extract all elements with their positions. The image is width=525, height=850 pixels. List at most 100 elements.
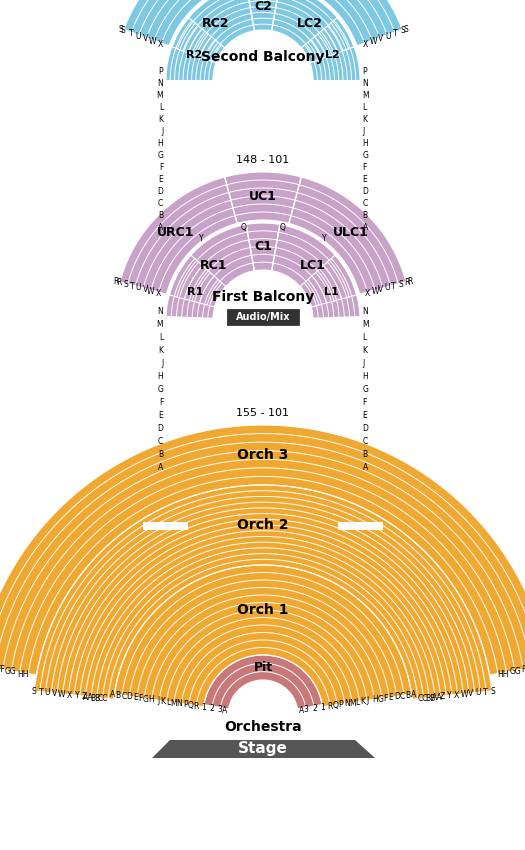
Text: Audio/Mix: Audio/Mix bbox=[236, 312, 290, 322]
Text: K: K bbox=[159, 346, 163, 355]
Text: F: F bbox=[363, 398, 367, 407]
Text: Orch 3: Orch 3 bbox=[237, 448, 289, 462]
Text: L: L bbox=[355, 698, 359, 707]
Text: N: N bbox=[344, 700, 350, 708]
Text: L: L bbox=[159, 333, 163, 342]
Text: Stage: Stage bbox=[238, 741, 288, 757]
Text: B: B bbox=[116, 691, 121, 700]
Text: B: B bbox=[363, 211, 368, 220]
Text: U: U bbox=[385, 283, 390, 292]
Polygon shape bbox=[169, 224, 254, 307]
Text: First Balcony: First Balcony bbox=[212, 290, 314, 304]
Polygon shape bbox=[289, 0, 402, 46]
Text: H: H bbox=[363, 139, 369, 148]
Text: C1: C1 bbox=[254, 240, 272, 253]
Text: S: S bbox=[490, 687, 495, 696]
Text: N: N bbox=[363, 79, 369, 88]
Text: G: G bbox=[158, 385, 163, 394]
Text: H: H bbox=[149, 695, 154, 705]
Text: X: X bbox=[158, 40, 163, 49]
Polygon shape bbox=[152, 740, 375, 758]
Text: M: M bbox=[157, 320, 163, 329]
Text: E: E bbox=[388, 693, 393, 702]
Text: 148 - 101: 148 - 101 bbox=[236, 155, 290, 165]
Text: G: G bbox=[363, 385, 369, 394]
Text: HH: HH bbox=[17, 670, 28, 678]
Polygon shape bbox=[34, 485, 492, 700]
Text: V: V bbox=[143, 286, 148, 294]
Text: S: S bbox=[403, 25, 408, 34]
Text: HH: HH bbox=[497, 670, 509, 678]
Text: F: F bbox=[159, 398, 163, 407]
Text: J: J bbox=[363, 127, 365, 136]
Text: P: P bbox=[363, 67, 368, 76]
Text: AA: AA bbox=[83, 693, 94, 702]
Text: BB: BB bbox=[425, 694, 435, 703]
Text: J: J bbox=[158, 696, 160, 706]
Text: Q: Q bbox=[240, 223, 247, 231]
Text: S: S bbox=[123, 280, 128, 289]
Polygon shape bbox=[114, 565, 412, 706]
Text: A: A bbox=[299, 706, 304, 715]
Text: U: U bbox=[385, 31, 391, 41]
Text: R: R bbox=[114, 277, 119, 286]
Text: Y: Y bbox=[322, 234, 327, 242]
Text: P: P bbox=[183, 700, 187, 709]
Text: C: C bbox=[363, 437, 368, 446]
Text: L2: L2 bbox=[324, 50, 340, 60]
Text: V: V bbox=[378, 35, 383, 43]
Text: A: A bbox=[363, 463, 368, 472]
Text: U: U bbox=[135, 31, 141, 41]
Text: L: L bbox=[167, 698, 171, 707]
Text: Q: Q bbox=[279, 223, 285, 231]
Text: N: N bbox=[158, 79, 163, 88]
Text: D: D bbox=[158, 424, 163, 433]
Polygon shape bbox=[0, 425, 525, 675]
Text: R: R bbox=[405, 278, 410, 287]
Text: A: A bbox=[158, 223, 163, 232]
Text: Orchestra: Orchestra bbox=[224, 720, 302, 734]
Text: P: P bbox=[159, 67, 163, 76]
Text: 155 - 101: 155 - 101 bbox=[236, 408, 289, 418]
Polygon shape bbox=[246, 0, 280, 31]
Text: T: T bbox=[392, 281, 396, 291]
Text: Z: Z bbox=[81, 692, 87, 701]
Text: GG: GG bbox=[509, 667, 521, 677]
Text: D: D bbox=[363, 187, 369, 196]
Text: V: V bbox=[52, 689, 58, 698]
Text: T: T bbox=[483, 688, 488, 697]
Text: 3: 3 bbox=[304, 705, 309, 714]
Text: B: B bbox=[363, 450, 368, 459]
Text: N: N bbox=[176, 700, 182, 708]
Polygon shape bbox=[166, 255, 226, 318]
Text: D: D bbox=[158, 187, 163, 196]
Text: W: W bbox=[372, 287, 379, 296]
Polygon shape bbox=[225, 172, 301, 224]
Text: CC: CC bbox=[98, 694, 108, 704]
Text: H: H bbox=[158, 139, 163, 148]
Polygon shape bbox=[120, 177, 237, 294]
Text: F: F bbox=[363, 163, 367, 172]
Text: T: T bbox=[38, 688, 43, 697]
Text: 2: 2 bbox=[209, 704, 214, 713]
Text: B: B bbox=[158, 211, 163, 220]
Text: W: W bbox=[147, 287, 154, 296]
Text: E: E bbox=[363, 175, 368, 184]
Text: A: A bbox=[411, 690, 416, 699]
Text: S: S bbox=[118, 25, 123, 34]
Text: Pit: Pit bbox=[254, 661, 272, 674]
Text: ULC1: ULC1 bbox=[333, 226, 369, 239]
Text: J: J bbox=[161, 359, 163, 368]
Text: G: G bbox=[158, 151, 163, 160]
Text: E: E bbox=[159, 175, 163, 184]
Text: M: M bbox=[363, 91, 369, 100]
Text: X: X bbox=[365, 289, 370, 297]
Text: C: C bbox=[363, 199, 368, 208]
Text: UC1: UC1 bbox=[249, 190, 277, 202]
Text: FF: FF bbox=[521, 666, 525, 674]
Text: F: F bbox=[159, 163, 163, 172]
Polygon shape bbox=[271, 224, 356, 307]
Text: X: X bbox=[363, 40, 368, 49]
Text: V: V bbox=[468, 689, 474, 698]
Text: BB: BB bbox=[91, 694, 101, 703]
